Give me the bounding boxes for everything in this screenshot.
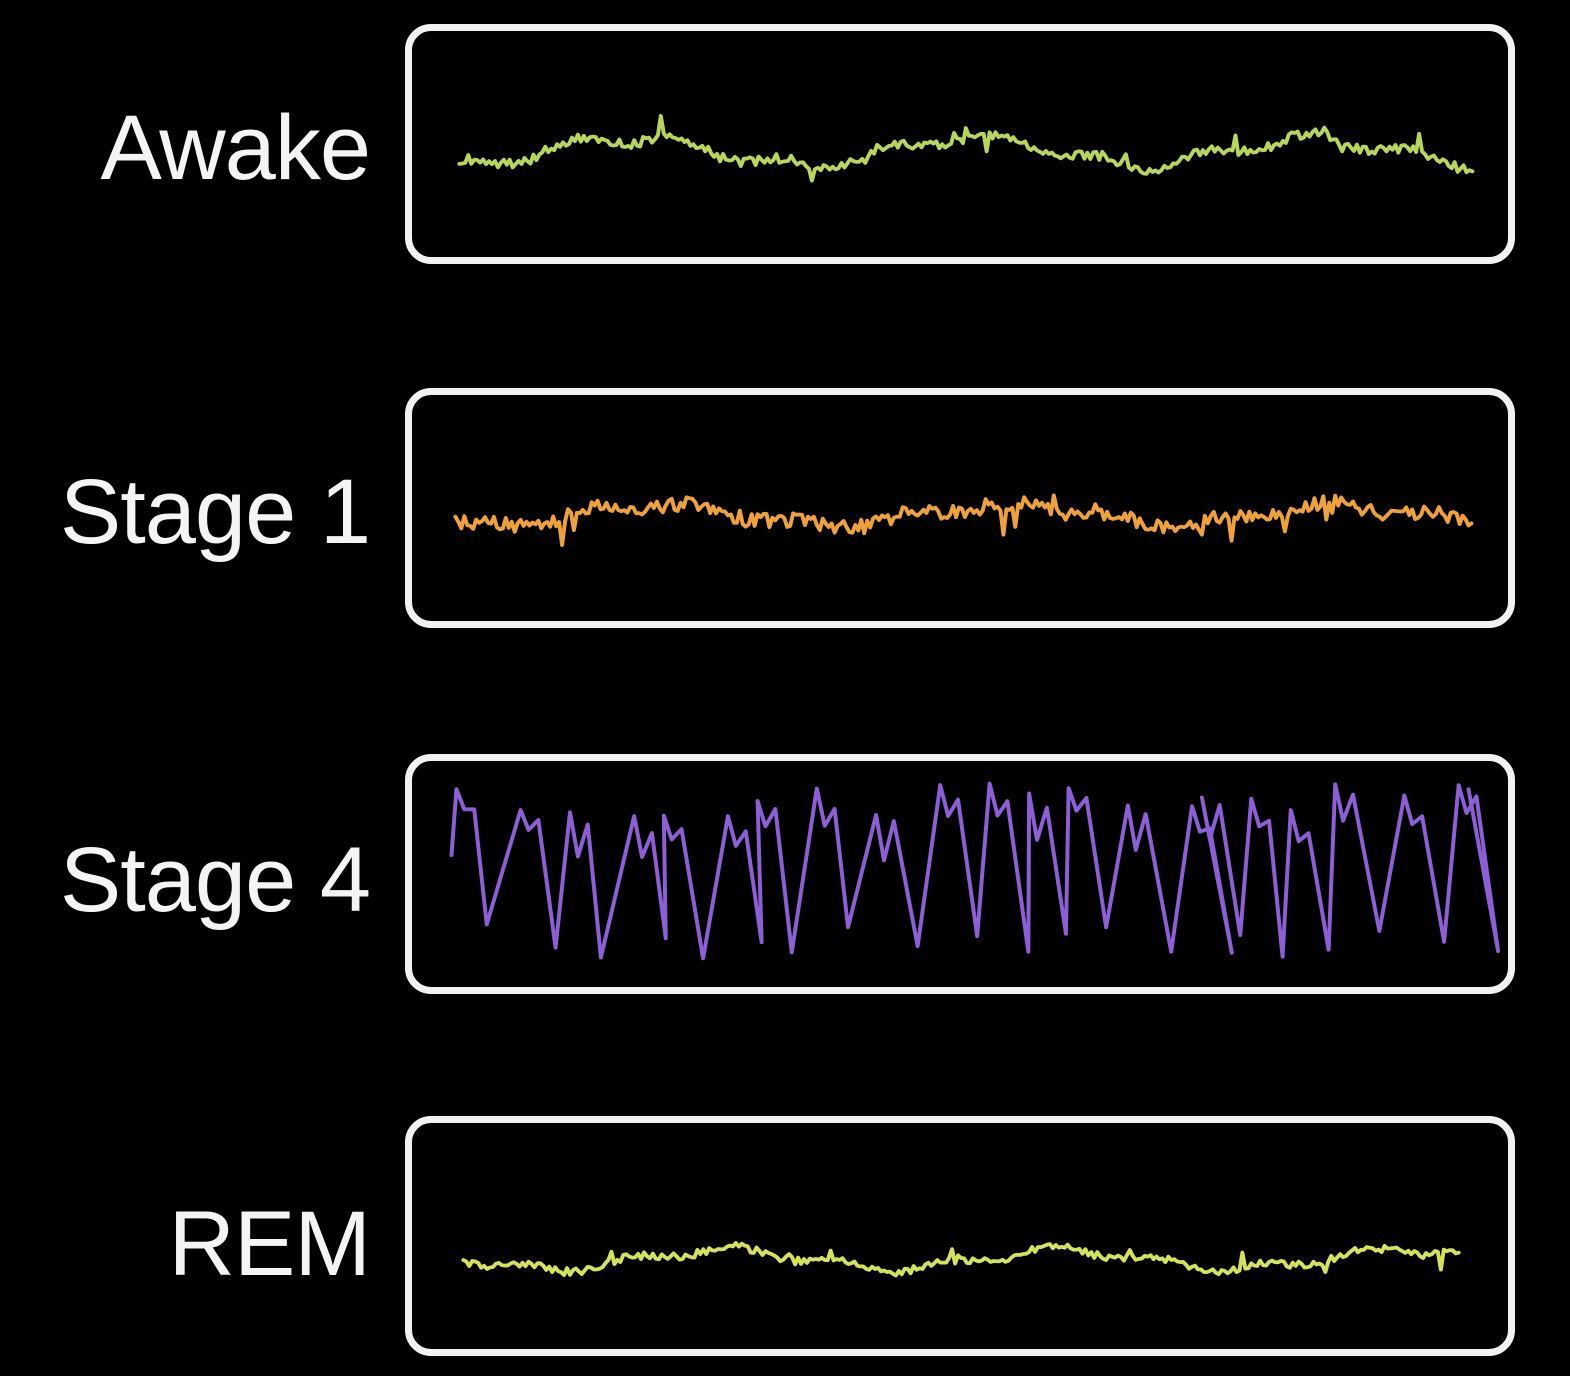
waveform-stage4: [449, 781, 1501, 961]
label-awake: Awake: [100, 97, 371, 199]
label-stage4: Stage 4: [59, 829, 371, 931]
label-rem: REM: [168, 1193, 371, 1295]
waveform-awake: [457, 114, 1475, 183]
trace-box-awake: [405, 24, 1515, 264]
trace-rem: [461, 1241, 1461, 1278]
waveform-stage1: [453, 493, 1474, 547]
trace-box-stage1: [405, 388, 1515, 628]
trace-box-rem: [405, 1116, 1515, 1356]
trace-stage4: [449, 781, 1501, 961]
label-stage1: Stage 1: [59, 461, 371, 563]
trace-awake: [457, 114, 1475, 183]
waveform-rem: [461, 1241, 1461, 1278]
trace-box-stage4: [405, 754, 1515, 994]
trace-stage1: [453, 493, 1474, 547]
